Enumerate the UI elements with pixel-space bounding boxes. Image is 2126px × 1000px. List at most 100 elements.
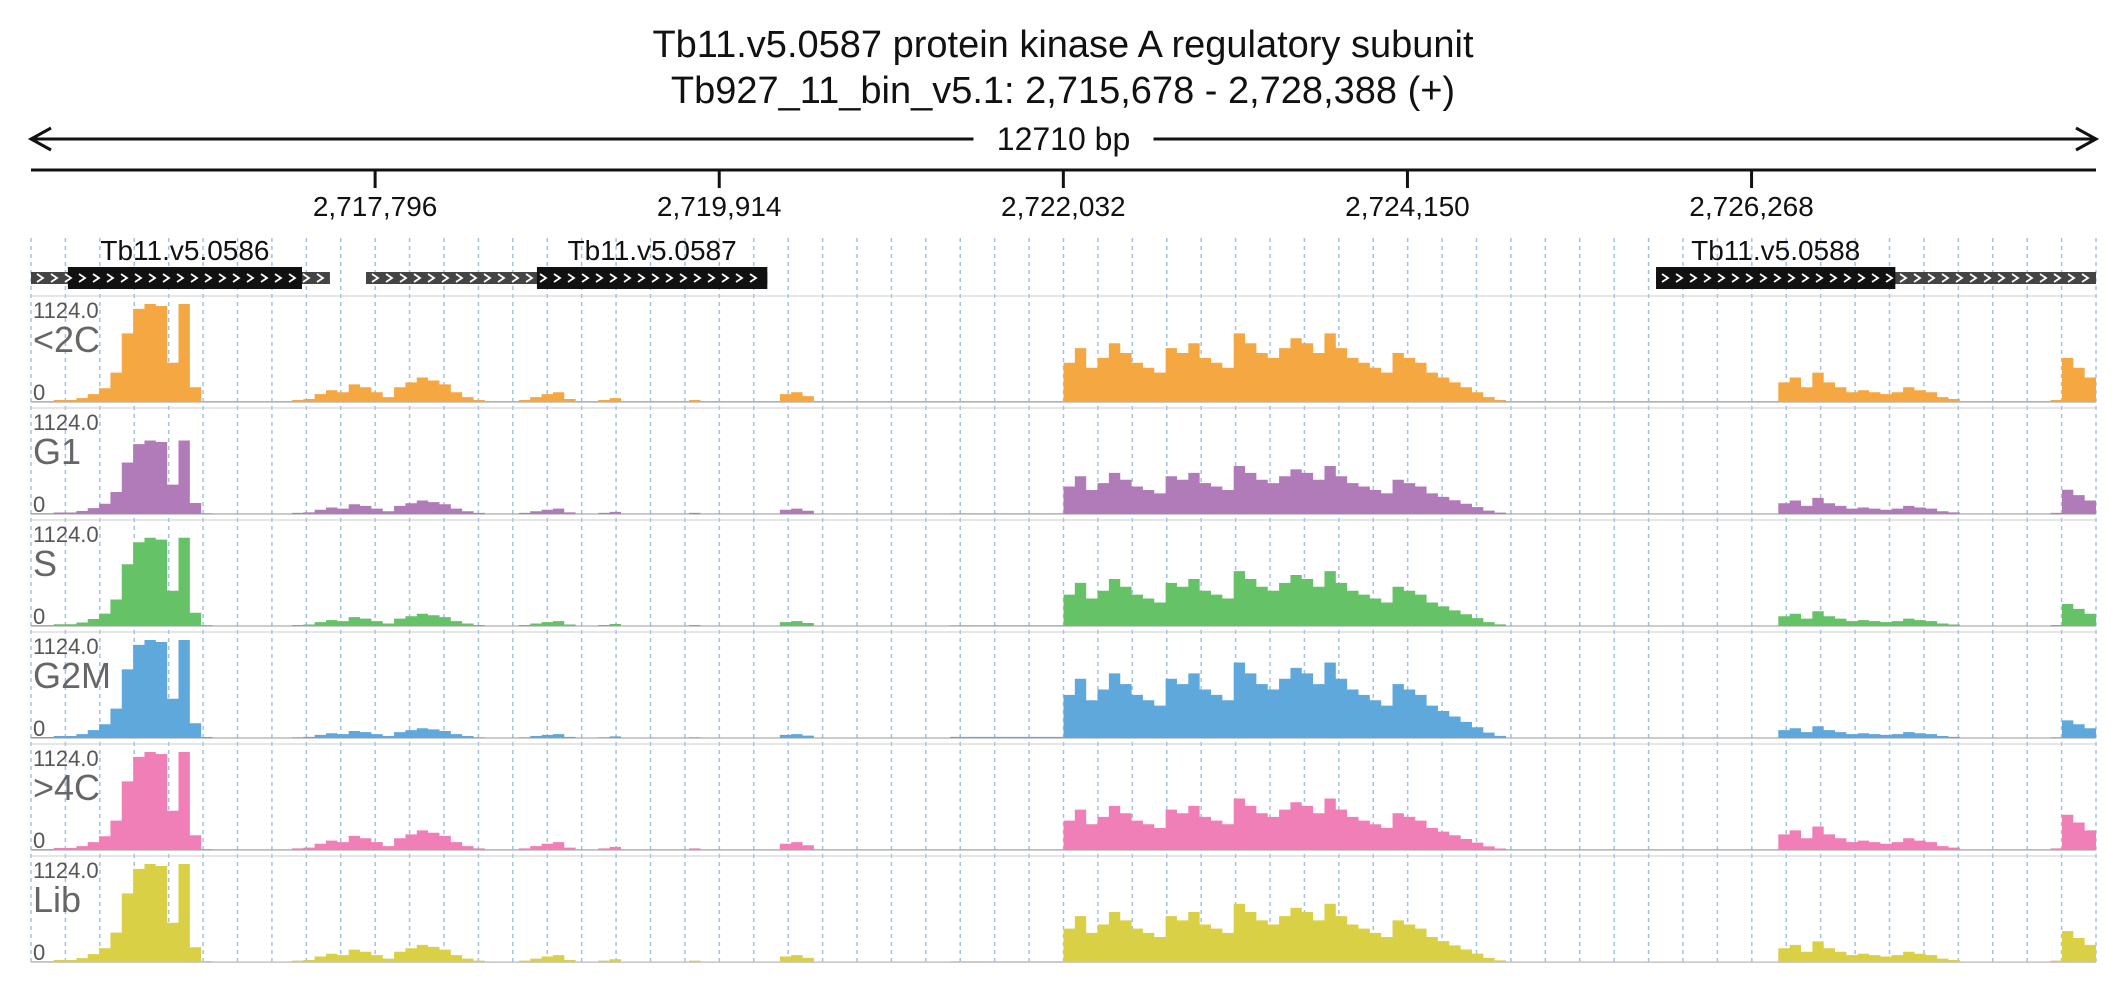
y-max-label: 1124.0 bbox=[33, 634, 99, 659]
y-min-label: 0 bbox=[33, 492, 45, 517]
strand-arrow bbox=[735, 273, 744, 283]
strand-arrow bbox=[1997, 273, 2006, 283]
strand-arrow bbox=[218, 273, 227, 283]
coverage-tracks: 1124.00<2C1124.00G11124.00S1124.00G2M112… bbox=[31, 295, 2096, 965]
strand-arrow bbox=[483, 273, 492, 283]
coverage-track: 1124.0 0 G1 bbox=[31, 407, 2096, 517]
strand-arrow bbox=[1731, 273, 1740, 283]
strand-arrow bbox=[385, 273, 394, 283]
strand-arrow bbox=[1689, 273, 1698, 283]
track-name: S bbox=[33, 543, 57, 584]
coverage-area bbox=[31, 864, 2096, 962]
coverage-area bbox=[31, 440, 2096, 514]
strand-arrow bbox=[623, 273, 632, 283]
y-min-label: 0 bbox=[33, 940, 45, 965]
gene-cds bbox=[536, 267, 768, 289]
coverage-area bbox=[31, 537, 2096, 626]
strand-arrow bbox=[665, 273, 674, 283]
strand-arrow bbox=[441, 273, 450, 283]
chart-subtitle: Tb927_11_bin_v5.1: 2,715,678 - 2,728,388… bbox=[670, 70, 1456, 112]
strand-arrow bbox=[1871, 273, 1880, 283]
coverage-track: 1124.0 0 S bbox=[31, 519, 2096, 629]
gene-label: Tb11.v5.0586 bbox=[100, 235, 269, 266]
strand-arrow bbox=[190, 273, 199, 283]
strand-arrow bbox=[1759, 273, 1768, 283]
y-max-label: 1124.0 bbox=[33, 522, 99, 547]
span-arrow-right bbox=[2075, 126, 2100, 152]
strand-arrow bbox=[497, 273, 506, 283]
strand-arrow bbox=[64, 273, 73, 283]
track-name: <2C bbox=[33, 319, 100, 360]
strand-arrow bbox=[92, 273, 101, 283]
strand-arrow bbox=[525, 273, 534, 283]
strand-arrow bbox=[693, 273, 702, 283]
strand-arrow bbox=[595, 273, 604, 283]
coverage-area bbox=[31, 752, 2096, 850]
strand-arrow bbox=[302, 273, 311, 283]
coordinate-axis: 2,717,796 2,719,914 2,722,032 2,724,150 2,72… bbox=[31, 168, 2096, 222]
axis-tick-label: 2,722,032 bbox=[1001, 191, 1126, 222]
y-max-label: 1124.0 bbox=[33, 298, 99, 323]
strand-arrow bbox=[2011, 273, 2020, 283]
strand-arrow bbox=[399, 273, 408, 283]
strand-arrow bbox=[36, 273, 45, 283]
strand-arrow bbox=[679, 273, 688, 283]
strand-arrow bbox=[1773, 273, 1782, 283]
strand-arrow bbox=[1703, 273, 1712, 283]
strand-arrow bbox=[469, 273, 478, 283]
strand-arrow bbox=[204, 273, 213, 283]
y-max-label: 1124.0 bbox=[33, 858, 99, 883]
strand-arrow bbox=[120, 273, 129, 283]
strand-arrow bbox=[148, 273, 157, 283]
coverage-track: 1124.0 0 >4C bbox=[31, 743, 2096, 853]
gene-track: Tb11.v5.0586 Tb11.v5.0587 Tb11.v5.0588 bbox=[31, 235, 2096, 289]
strand-arrow bbox=[2039, 273, 2048, 283]
strand-arrow bbox=[455, 273, 464, 283]
strand-arrow bbox=[288, 273, 297, 283]
strand-arrow bbox=[260, 273, 269, 283]
strand-arrow bbox=[539, 273, 548, 283]
strand-arrow bbox=[1955, 273, 1964, 283]
coverage-track: 1124.0 0 <2C bbox=[31, 295, 2096, 405]
axis-tick-label: 2,726,268 bbox=[1689, 191, 1814, 222]
strand-arrow bbox=[274, 273, 283, 283]
strand-arrow bbox=[413, 273, 422, 283]
y-min-label: 0 bbox=[33, 716, 45, 741]
strand-arrow bbox=[1969, 273, 1978, 283]
strand-arrow bbox=[651, 273, 660, 283]
strand-arrow bbox=[176, 273, 185, 283]
strand-arrow bbox=[553, 273, 562, 283]
strand-arrow bbox=[2025, 273, 2034, 283]
strand-arrow bbox=[106, 273, 115, 283]
strand-arrow bbox=[1927, 273, 1936, 283]
strand-arrow bbox=[637, 273, 646, 283]
y-min-label: 0 bbox=[33, 828, 45, 853]
coverage-area bbox=[31, 304, 2096, 402]
strand-arrow bbox=[1899, 273, 1908, 283]
strand-arrow bbox=[1941, 273, 1950, 283]
coverage-track: 1124.0 0 G2M bbox=[31, 631, 2096, 741]
strand-arrow bbox=[1983, 273, 1992, 283]
strand-arrow bbox=[50, 273, 59, 283]
axis-tick-label: 2,719,914 bbox=[657, 191, 782, 222]
gene-label: Tb11.v5.0588 bbox=[1691, 235, 1860, 266]
strand-arrow bbox=[1857, 273, 1866, 283]
axis-tick-label: 2,724,150 bbox=[1345, 191, 1470, 222]
strand-arrow bbox=[1801, 273, 1810, 283]
strand-arrow bbox=[609, 273, 618, 283]
strand-arrow bbox=[1843, 273, 1852, 283]
y-max-label: 1124.0 bbox=[33, 746, 99, 771]
strand-arrow bbox=[1829, 273, 1838, 283]
strand-arrow bbox=[316, 273, 325, 283]
track-name: Lib bbox=[33, 879, 81, 920]
strand-arrow bbox=[567, 273, 576, 283]
strand-arrow bbox=[1815, 273, 1824, 283]
strand-arrow bbox=[1675, 273, 1684, 283]
span-label: 12710 bp bbox=[997, 121, 1130, 157]
strand-arrow bbox=[2067, 273, 2076, 283]
span-ruler: 12710 bp bbox=[27, 121, 2100, 157]
strand-arrow bbox=[427, 273, 436, 283]
y-min-label: 0 bbox=[33, 604, 45, 629]
strand-arrow bbox=[371, 273, 380, 283]
